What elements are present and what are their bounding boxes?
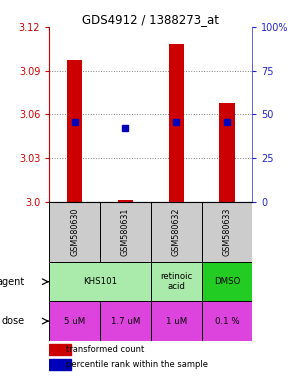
Bar — [100, 202, 151, 262]
Text: 5 uM: 5 uM — [64, 316, 85, 326]
Bar — [49, 359, 71, 370]
Bar — [49, 262, 151, 301]
Text: GSM580630: GSM580630 — [70, 208, 79, 256]
Text: 1.7 uM: 1.7 uM — [111, 316, 140, 326]
Text: agent: agent — [0, 277, 25, 287]
Text: DMSO: DMSO — [214, 277, 240, 286]
Bar — [168, 45, 184, 202]
Bar — [67, 60, 82, 202]
Bar — [202, 301, 252, 341]
Text: retinoic
acid: retinoic acid — [160, 272, 192, 291]
Bar — [118, 200, 133, 202]
Bar — [219, 103, 235, 202]
Bar — [151, 202, 202, 262]
Bar — [49, 202, 100, 262]
Bar — [49, 344, 71, 354]
Bar — [202, 262, 252, 301]
Text: percentile rank within the sample: percentile rank within the sample — [66, 360, 208, 369]
Text: dose: dose — [2, 316, 25, 326]
Text: 1 uM: 1 uM — [166, 316, 187, 326]
Title: GDS4912 / 1388273_at: GDS4912 / 1388273_at — [82, 13, 219, 26]
Bar — [100, 301, 151, 341]
Text: GSM580633: GSM580633 — [222, 208, 231, 256]
Text: KHS101: KHS101 — [83, 277, 117, 286]
Bar — [202, 202, 252, 262]
Bar — [49, 301, 100, 341]
Text: GSM580631: GSM580631 — [121, 208, 130, 256]
Bar — [151, 262, 202, 301]
Text: transformed count: transformed count — [66, 344, 144, 354]
Text: GSM580632: GSM580632 — [172, 208, 181, 256]
Text: 0.1 %: 0.1 % — [215, 316, 239, 326]
Bar — [151, 301, 202, 341]
